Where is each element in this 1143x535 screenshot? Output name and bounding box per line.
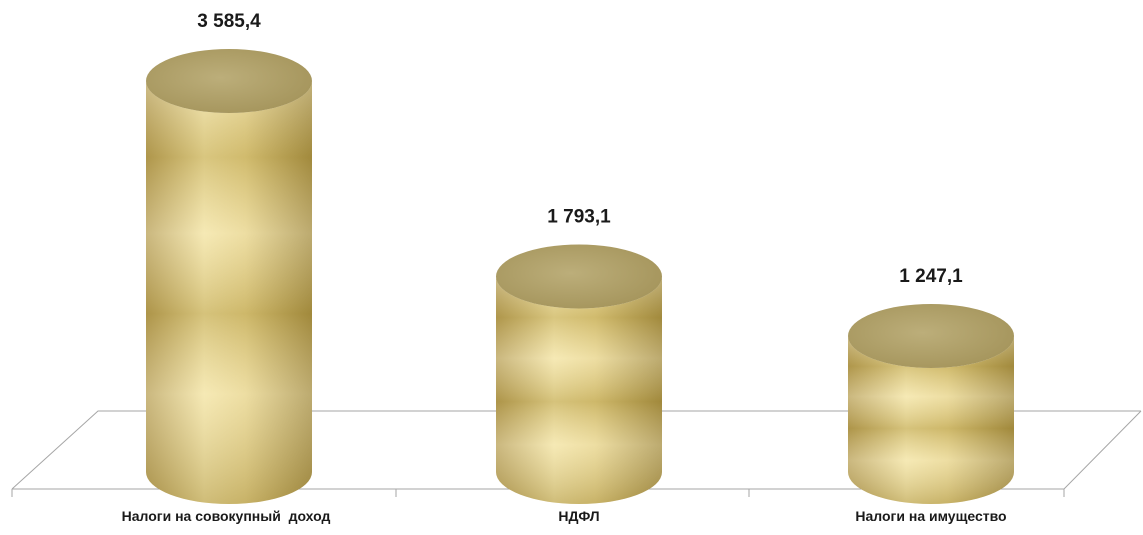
cylinder-top bbox=[848, 303, 1014, 368]
category-label: Налоги на имущество bbox=[855, 508, 1006, 524]
data-label: 1 793,1 bbox=[547, 206, 611, 227]
category-label: НДФЛ bbox=[558, 508, 599, 524]
cylinder-top bbox=[146, 49, 312, 113]
floor-plane-edge bbox=[11, 410, 1141, 490]
cylinder-bar bbox=[496, 244, 662, 504]
labels-group: 3 585,4 Налоги на совокупный доход 1 793,1… bbox=[122, 11, 1007, 524]
data-label: 3 585,4 bbox=[197, 11, 261, 32]
cylinder-shading bbox=[496, 276, 662, 504]
cylinder-bar bbox=[848, 303, 1014, 504]
chart-floor bbox=[11, 410, 1142, 497]
cylinder-top bbox=[496, 244, 662, 309]
bars-group bbox=[146, 49, 1014, 504]
cylinder-shading bbox=[146, 81, 312, 504]
cylinder-shading bbox=[848, 335, 1014, 504]
cylinder-bar bbox=[146, 49, 312, 504]
data-label: 1 247,1 bbox=[899, 266, 963, 287]
category-label: Налоги на совокупный доход bbox=[122, 508, 331, 524]
